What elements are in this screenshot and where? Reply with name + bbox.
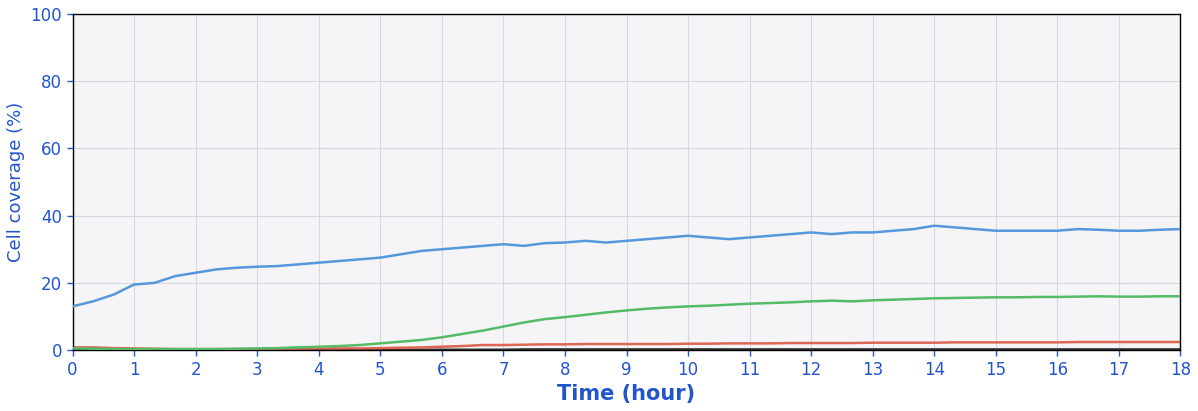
Y-axis label: Cell coverage (%): Cell coverage (%) [7,102,25,262]
X-axis label: Time (hour): Time (hour) [557,384,696,404]
